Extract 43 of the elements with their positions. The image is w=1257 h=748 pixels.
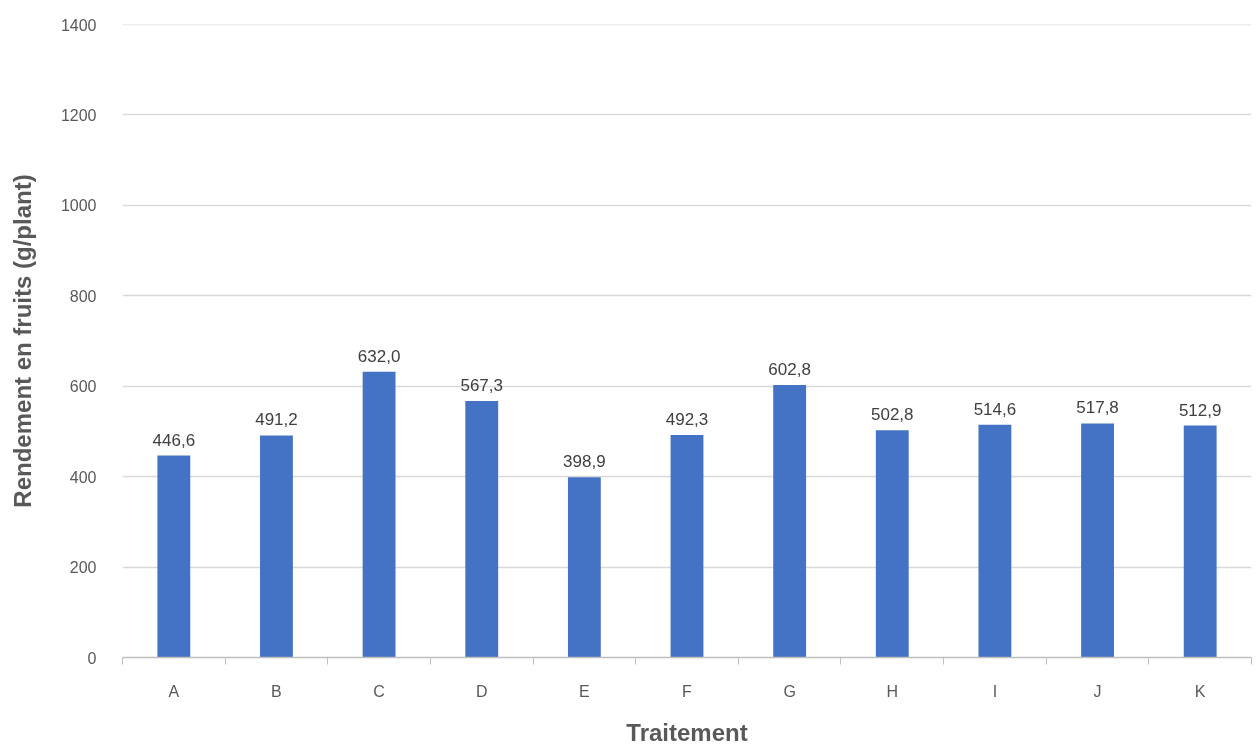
- y-tick-label: 1200: [60, 106, 97, 124]
- y-tick-label: 1000: [60, 197, 97, 215]
- y-tick-label: 400: [69, 468, 97, 486]
- data-label: 492,3: [665, 409, 709, 429]
- x-tick-label: F: [682, 682, 693, 700]
- data-label: 446,6: [152, 430, 196, 450]
- x-axis-title: Traitement: [626, 718, 748, 746]
- x-tick-label: C: [373, 682, 385, 700]
- y-tick-label: 800: [69, 287, 97, 305]
- bar: [157, 455, 191, 658]
- data-label: 602,8: [768, 359, 811, 379]
- y-tick-label: 0: [87, 649, 97, 667]
- data-label: 514,6: [973, 399, 1017, 419]
- x-tick-label: B: [271, 682, 282, 700]
- x-tick-label: J: [1093, 682, 1102, 700]
- x-tick-label: D: [475, 682, 488, 700]
- bar: [260, 435, 293, 658]
- x-tick-label: G: [783, 682, 796, 700]
- data-label: 567,3: [460, 376, 503, 395]
- data-label: 517,8: [1076, 398, 1119, 418]
- data-label: 502,8: [871, 405, 914, 425]
- data-label: 512,9: [1178, 400, 1222, 420]
- bar: [567, 477, 601, 658]
- data-label: 632,0: [357, 346, 401, 366]
- bar: [670, 434, 704, 658]
- y-tick-label: 1400: [60, 16, 97, 34]
- bar: [773, 384, 807, 658]
- data-label: 398,9: [563, 452, 606, 472]
- bar: [1081, 423, 1114, 658]
- bar: [1183, 425, 1217, 658]
- bar: [978, 424, 1012, 658]
- data-label: 491,2: [255, 410, 298, 430]
- bar: [465, 401, 499, 658]
- y-tick-label: 600: [69, 378, 97, 396]
- bar: [362, 371, 396, 658]
- x-tick-label: A: [168, 682, 180, 700]
- x-tick-label: H: [886, 682, 899, 700]
- y-axis-title: Rendement en fruits (g/plant): [8, 174, 36, 508]
- x-tick-label: E: [579, 682, 590, 700]
- bar: [875, 430, 909, 658]
- x-tick-label: K: [1194, 682, 1206, 700]
- y-tick-label: 200: [69, 559, 97, 577]
- x-tick-label: I: [992, 682, 998, 700]
